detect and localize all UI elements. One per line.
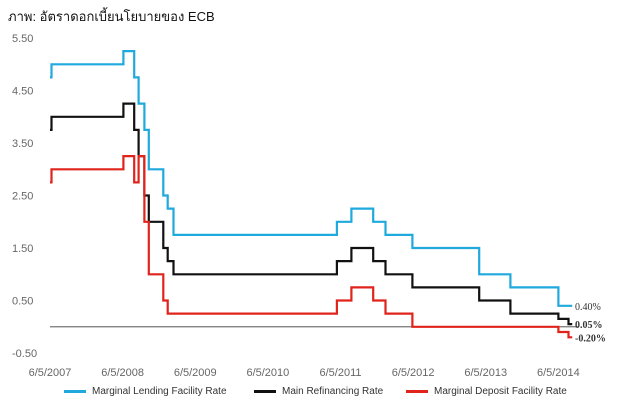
legend-label-refinancing: Main Refinancing Rate [282, 386, 384, 397]
x-tick-label: 6/5/2014 [537, 367, 580, 379]
x-tick-label: 6/5/2012 [392, 367, 435, 379]
series-line-refinancing [50, 102, 573, 326]
legend-label-lending: Marginal Lending Facility Rate [92, 386, 227, 397]
y-tick-label: 5.50 [12, 33, 33, 45]
legend-swatch-refinancing [254, 390, 276, 393]
legend-swatch-deposit [406, 390, 428, 393]
legend-swatch-lending [64, 390, 86, 393]
legend-label-deposit: Marginal Deposit Facility Rate [434, 386, 567, 397]
y-tick-label: 2.50 [12, 191, 33, 203]
end-label-lending: 0.40% [575, 302, 601, 313]
y-tick-label: -0.50 [12, 348, 37, 360]
y-tick-label: 3.50 [12, 138, 33, 150]
legend-item-refinancing: Main Refinancing Rate [254, 386, 383, 397]
ecb-rate-chart: 5.50 4.50 3.50 2.50 1.50 0.50 -0.50 6/5/2007 6/5… [12, 33, 606, 379]
y-tick-label: 1.50 [12, 243, 33, 255]
x-tick-label: 6/5/2009 [174, 367, 217, 379]
end-label-deposit: -0.20% [575, 333, 606, 344]
y-tick-label: 0.50 [12, 296, 33, 308]
series-line-lending [50, 50, 573, 307]
x-tick-label: 6/5/2007 [29, 367, 72, 379]
x-tick-label: 6/5/2010 [246, 367, 289, 379]
series-line-deposit [50, 155, 573, 339]
x-tick-label: 6/5/2011 [319, 367, 361, 379]
y-tick-label: 4.50 [12, 86, 33, 98]
end-label-refinancing: 0.05% [575, 320, 603, 331]
legend-item-deposit: Marginal Deposit Facility Rate [406, 386, 567, 397]
x-tick-label: 6/5/2008 [101, 367, 144, 379]
x-tick-label: 6/5/2013 [464, 367, 507, 379]
chart-legend: Marginal Lending Facility Rate Main Refi… [28, 386, 608, 404]
legend-item-lending: Marginal Lending Facility Rate [64, 386, 227, 397]
chart-caption: ภาพ: อัตราดอกเบี้ยนโยบายของ ECB [8, 9, 215, 24]
